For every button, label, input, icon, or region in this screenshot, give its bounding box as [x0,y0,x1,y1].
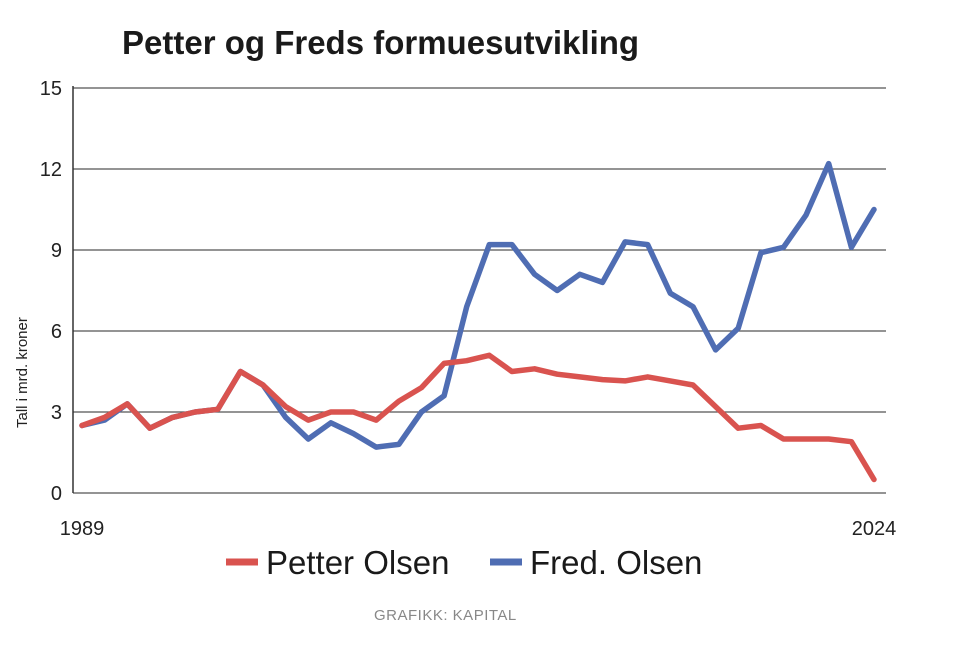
y-tick-labels: 0 3 6 9 12 15 [40,78,62,505]
y-tick-label: 6 [51,321,62,343]
gridlines [73,87,886,494]
y-tick-label: 15 [40,78,62,100]
series-line-petter-olsen [79,352,877,483]
legend: Petter Olsen Fred. Olsen [226,544,702,581]
credit-label: GRAFIKK: KAPITAL [374,607,517,624]
legend-label-petter-olsen: Petter Olsen [266,544,449,581]
y-tick-label: 0 [51,483,62,505]
y-axis-label: Tall i mrd. kroner [14,317,31,428]
y-tick-label: 12 [40,159,62,181]
x-tick-labels: 1989 2024 [60,518,897,540]
chart-title: Petter og Freds formuesutvikling [122,24,639,61]
x-tick-label: 1989 [60,518,105,540]
y-tick-label: 3 [51,402,62,424]
y-tick-label: 9 [51,240,62,262]
legend-label-fred-olsen: Fred. Olsen [530,544,702,581]
x-tick-label: 2024 [852,518,897,540]
series-lines [79,160,877,483]
series-line-fred-olsen [79,160,877,450]
